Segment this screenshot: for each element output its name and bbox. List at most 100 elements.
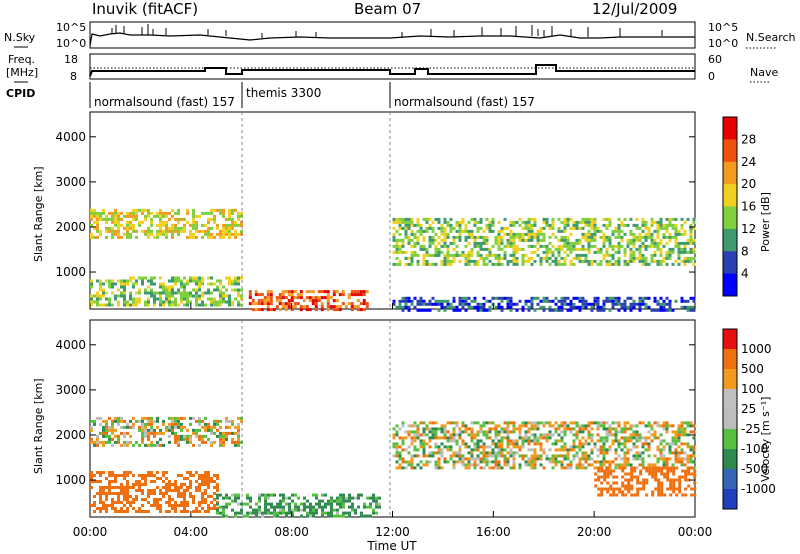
power-echo-cell — [201, 211, 204, 215]
power-echo-cell — [159, 303, 162, 307]
velocity-echo-cell — [455, 460, 459, 464]
power-echo-cell — [629, 229, 633, 233]
power-echo-cell — [512, 247, 516, 251]
velocity-echo-cell — [681, 469, 685, 473]
power-echo-cell — [485, 299, 489, 303]
power-echo-cell — [668, 250, 672, 254]
velocity-echo-cell — [545, 436, 549, 440]
power-echo-cell — [99, 214, 102, 218]
velocity-echo-cell — [162, 422, 165, 426]
power-echo-cell — [470, 247, 474, 251]
power-echo-cell — [665, 262, 669, 266]
velocity-echo-cell — [102, 443, 105, 447]
velocity-echo-cell — [201, 495, 204, 498]
power-echo-cell — [482, 235, 486, 239]
power-echo-cell — [419, 226, 423, 230]
power-echo-cell — [437, 217, 441, 221]
velocity-echo-cell — [590, 448, 594, 452]
velocity-echo-cell — [434, 445, 438, 449]
power-echo-cell — [464, 262, 468, 266]
velocity-echo-cell — [431, 427, 435, 431]
power-echo-cell — [536, 235, 540, 239]
power-echo-cell — [467, 259, 471, 263]
velocity-echo-cell — [434, 466, 438, 470]
cpid-segment-2: themis 3300 — [246, 86, 322, 100]
power-echo-cell — [548, 305, 552, 309]
velocity-echo-cell — [237, 502, 240, 506]
velocity-echo-cell — [560, 454, 564, 458]
velocity-echo-cell — [312, 493, 315, 497]
power-echo-cell — [512, 250, 516, 254]
power-echo-cell — [234, 229, 237, 233]
velocity-echo-cell — [482, 457, 486, 461]
power-echo-cell — [237, 294, 240, 298]
power-echo-cell — [326, 299, 330, 303]
power-echo-cell — [470, 259, 474, 263]
power-echo-cell — [599, 235, 603, 239]
power-echo-cell — [192, 220, 195, 224]
power-echo-cell — [608, 259, 612, 263]
power-echo-cell — [156, 211, 159, 215]
velocity-echo-cell — [545, 433, 549, 437]
power-echo-cell — [689, 247, 693, 251]
power-echo-cell — [623, 223, 627, 227]
velocity-echo-cell — [473, 448, 477, 452]
power-echo-cell — [494, 241, 498, 245]
velocity-echo-cell — [159, 431, 162, 435]
velocity-echo-cell — [674, 436, 678, 440]
power-echo-cell — [248, 293, 252, 297]
power-echo-cell — [644, 238, 648, 242]
power-echo-cell — [404, 305, 408, 309]
power-echo-cell — [593, 244, 597, 248]
power-echo-cell — [530, 232, 534, 236]
velocity-echo-cell — [599, 451, 603, 455]
velocity-echo-cell — [623, 427, 627, 431]
velocity-echo-cell — [138, 480, 141, 483]
velocity-echo-cell — [470, 430, 474, 434]
power-echo-cell — [464, 302, 468, 306]
velocity-echo-cell — [306, 499, 309, 503]
power-echo-cell — [275, 296, 279, 300]
velocity-colorbar-tick: -100 — [741, 442, 768, 456]
power-echo-cell — [102, 208, 105, 212]
power-echo-cell — [662, 256, 666, 260]
velocity-echo-cell — [321, 514, 324, 518]
power-echo-cell — [210, 235, 213, 239]
power-echo-cell — [410, 223, 414, 227]
velocity-echo-cell — [497, 430, 501, 434]
power-echo-cell — [686, 299, 690, 303]
velocity-echo-cell — [183, 437, 186, 441]
power-echo-cell — [629, 253, 633, 257]
velocity-echo-cell — [623, 454, 627, 458]
power-echo-cell — [228, 211, 231, 215]
power-echo-cell — [533, 217, 537, 221]
velocity-echo-cell — [138, 486, 141, 489]
velocity-echo-cell — [656, 421, 660, 425]
power-echo-cell — [311, 290, 315, 294]
velocity-echo-cell — [171, 483, 174, 486]
velocity-echo-cell — [627, 472, 631, 476]
power-echo-cell — [201, 294, 204, 298]
velocity-echo-cell — [419, 439, 423, 443]
power-echo-cell — [566, 217, 570, 221]
velocity-echo-cell — [605, 439, 609, 443]
velocity-echo-cell — [479, 427, 483, 431]
velocity-echo-cell — [581, 442, 585, 446]
velocity-echo-cell — [638, 433, 642, 437]
velocity-echo-cell — [671, 424, 675, 428]
power-echo-cell — [530, 250, 534, 254]
power-echo-cell — [596, 302, 600, 306]
velocity-echo-cell — [198, 434, 201, 438]
velocity-echo-cell — [551, 433, 555, 437]
power-echo-cell — [581, 299, 585, 303]
power-echo-cell — [398, 232, 402, 236]
velocity-echo-cell — [590, 427, 594, 431]
velocity-echo-cell — [621, 484, 625, 488]
power-echo-cell — [656, 223, 660, 227]
power-echo-cell — [428, 302, 432, 306]
power-echo-cell — [530, 305, 534, 309]
velocity-echo-cell — [494, 466, 498, 470]
power-echo-cell — [653, 244, 657, 248]
velocity-echo-cell — [518, 436, 522, 440]
power-echo-cell — [683, 244, 687, 248]
